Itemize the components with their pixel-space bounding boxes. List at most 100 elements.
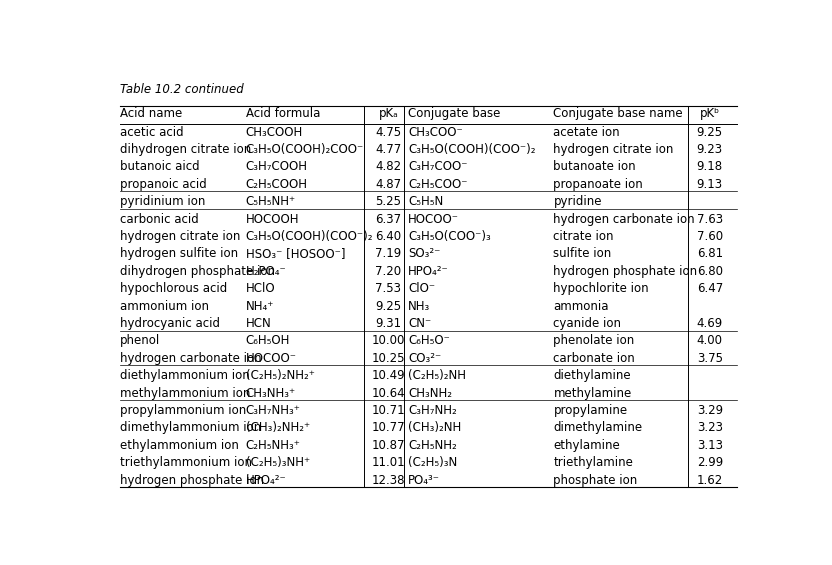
Text: (C₂H₅)₂NH: (C₂H₅)₂NH xyxy=(409,370,467,383)
Text: 6.40: 6.40 xyxy=(375,230,401,243)
Text: NH₃: NH₃ xyxy=(409,299,431,312)
Text: dimethylammonium ion: dimethylammonium ion xyxy=(120,421,261,434)
Text: 1.62: 1.62 xyxy=(696,473,723,486)
Text: 9.13: 9.13 xyxy=(696,178,723,191)
Text: 3.75: 3.75 xyxy=(696,352,723,365)
Text: hydrogen phosphate ion: hydrogen phosphate ion xyxy=(553,265,697,278)
Text: CH₃NH₂: CH₃NH₂ xyxy=(409,386,453,399)
Text: 9.25: 9.25 xyxy=(375,299,401,312)
Text: 6.47: 6.47 xyxy=(696,282,723,295)
Text: C₃H₇NH₂: C₃H₇NH₂ xyxy=(409,404,457,417)
Text: 6.81: 6.81 xyxy=(696,247,723,260)
Text: Table 10.2 continued: Table 10.2 continued xyxy=(120,83,244,96)
Text: pyridinium ion: pyridinium ion xyxy=(120,195,206,208)
Text: C₅H₅N: C₅H₅N xyxy=(409,195,443,208)
Text: hydrogen citrate ion: hydrogen citrate ion xyxy=(553,143,674,156)
Text: pKᵇ: pKᵇ xyxy=(700,107,720,120)
Text: propylammonium ion: propylammonium ion xyxy=(120,404,246,417)
Text: 3.23: 3.23 xyxy=(696,421,723,434)
Text: (CH₃)₂NH₂⁺: (CH₃)₂NH₂⁺ xyxy=(246,421,310,434)
Text: propylamine: propylamine xyxy=(553,404,627,417)
Text: hydrocyanic acid: hydrocyanic acid xyxy=(120,317,220,330)
Text: triethylamine: triethylamine xyxy=(553,457,633,470)
Text: phenol: phenol xyxy=(120,334,161,347)
Text: propanoate ion: propanoate ion xyxy=(553,178,643,191)
Text: C₃H₇NH₃⁺: C₃H₇NH₃⁺ xyxy=(246,404,300,417)
Text: 2.99: 2.99 xyxy=(696,457,723,470)
Text: diethylamine: diethylamine xyxy=(553,370,631,383)
Text: hydrogen sulfite ion: hydrogen sulfite ion xyxy=(120,247,238,260)
Text: hydrogen phosphate ion: hydrogen phosphate ion xyxy=(120,473,265,486)
Text: 11.01: 11.01 xyxy=(372,457,405,470)
Text: HOCOOH: HOCOOH xyxy=(246,212,300,225)
Text: (C₂H₅)₃NH⁺: (C₂H₅)₃NH⁺ xyxy=(246,457,310,470)
Text: C₃H₇COO⁻: C₃H₇COO⁻ xyxy=(409,160,468,173)
Text: 10.49: 10.49 xyxy=(372,370,405,383)
Text: acetate ion: acetate ion xyxy=(553,125,620,138)
Text: H₂PO₄⁻: H₂PO₄⁻ xyxy=(246,265,286,278)
Text: triethylammonium ion: triethylammonium ion xyxy=(120,457,252,470)
Text: 10.87: 10.87 xyxy=(372,439,405,452)
Text: PO₄³⁻: PO₄³⁻ xyxy=(409,473,440,486)
Text: C₃H₇COOH: C₃H₇COOH xyxy=(246,160,308,173)
Text: CH₃COO⁻: CH₃COO⁻ xyxy=(409,125,463,138)
Text: CH₃COOH: CH₃COOH xyxy=(246,125,303,138)
Text: C₃H₅O(COOH)(COO⁻)₂: C₃H₅O(COOH)(COO⁻)₂ xyxy=(246,230,374,243)
Text: 10.00: 10.00 xyxy=(372,334,405,347)
Text: HClO: HClO xyxy=(246,282,275,295)
Text: hypochlorite ion: hypochlorite ion xyxy=(553,282,649,295)
Text: HOCOO⁻: HOCOO⁻ xyxy=(246,352,297,365)
Text: carbonate ion: carbonate ion xyxy=(553,352,635,365)
Text: hydrogen citrate ion: hydrogen citrate ion xyxy=(120,230,240,243)
Text: HPO₄²⁻: HPO₄²⁻ xyxy=(409,265,449,278)
Text: 12.38: 12.38 xyxy=(372,473,405,486)
Text: carbonic acid: carbonic acid xyxy=(120,212,199,225)
Text: 7.20: 7.20 xyxy=(375,265,401,278)
Text: 10.64: 10.64 xyxy=(372,386,405,399)
Text: dihydrogen citrate ion: dihydrogen citrate ion xyxy=(120,143,251,156)
Text: HCN: HCN xyxy=(246,317,271,330)
Text: hydrogen carbonate ion: hydrogen carbonate ion xyxy=(120,352,262,365)
Text: CH₃NH₃⁺: CH₃NH₃⁺ xyxy=(246,386,296,399)
Text: ClO⁻: ClO⁻ xyxy=(409,282,435,295)
Text: 7.63: 7.63 xyxy=(696,212,723,225)
Text: 7.60: 7.60 xyxy=(696,230,723,243)
Text: sulfite ion: sulfite ion xyxy=(553,247,612,260)
Text: HOCOO⁻: HOCOO⁻ xyxy=(409,212,459,225)
Text: hydrogen carbonate ion: hydrogen carbonate ion xyxy=(553,212,695,225)
Text: 4.77: 4.77 xyxy=(375,143,402,156)
Text: 6.80: 6.80 xyxy=(696,265,723,278)
Text: ethylamine: ethylamine xyxy=(553,439,620,452)
Text: hypochlorous acid: hypochlorous acid xyxy=(120,282,227,295)
Text: propanoic acid: propanoic acid xyxy=(120,178,207,191)
Text: Acid name: Acid name xyxy=(120,107,182,120)
Text: citrate ion: citrate ion xyxy=(553,230,614,243)
Text: C₂H₅NH₃⁺: C₂H₅NH₃⁺ xyxy=(246,439,300,452)
Text: 10.77: 10.77 xyxy=(372,421,405,434)
Text: cyanide ion: cyanide ion xyxy=(553,317,622,330)
Text: 5.25: 5.25 xyxy=(375,195,401,208)
Text: pyridine: pyridine xyxy=(553,195,602,208)
Text: pKₐ: pKₐ xyxy=(379,107,399,120)
Text: phenolate ion: phenolate ion xyxy=(553,334,635,347)
Text: CO₃²⁻: CO₃²⁻ xyxy=(409,352,442,365)
Text: SO₃²⁻: SO₃²⁻ xyxy=(409,247,441,260)
Text: 7.53: 7.53 xyxy=(375,282,401,295)
Text: HPO₄²⁻: HPO₄²⁻ xyxy=(246,473,286,486)
Text: 3.29: 3.29 xyxy=(696,404,723,417)
Text: acetic acid: acetic acid xyxy=(120,125,184,138)
Text: methylammonium ion: methylammonium ion xyxy=(120,386,250,399)
Text: 4.82: 4.82 xyxy=(375,160,401,173)
Text: (CH₃)₂NH: (CH₃)₂NH xyxy=(409,421,462,434)
Text: C₆H₅OH: C₆H₅OH xyxy=(246,334,290,347)
Text: CN⁻: CN⁻ xyxy=(409,317,432,330)
Text: 10.25: 10.25 xyxy=(372,352,405,365)
Text: 7.19: 7.19 xyxy=(375,247,402,260)
Text: C₃H₅O(COOH)(COO⁻)₂: C₃H₅O(COOH)(COO⁻)₂ xyxy=(409,143,536,156)
Text: 9.18: 9.18 xyxy=(696,160,723,173)
Text: 4.87: 4.87 xyxy=(375,178,401,191)
Text: butanoate ion: butanoate ion xyxy=(553,160,636,173)
Text: ethylammonium ion: ethylammonium ion xyxy=(120,439,239,452)
Text: methylamine: methylamine xyxy=(553,386,631,399)
Text: HSO₃⁻ [HOSOO⁻]: HSO₃⁻ [HOSOO⁻] xyxy=(246,247,345,260)
